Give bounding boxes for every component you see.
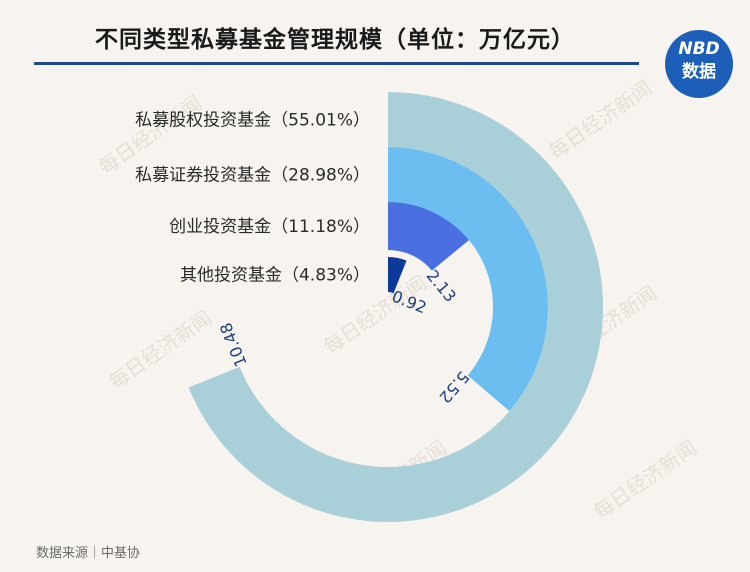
value-label-1: 10.48 xyxy=(216,320,251,370)
watermark-text: 每日经济新闻 xyxy=(589,436,701,524)
nbd-logo: NBD 数据 xyxy=(665,30,733,98)
data-source: 数据来源｜中基协 xyxy=(36,546,141,561)
watermark-text: 每日经济新闻 xyxy=(104,306,216,394)
watermark-text: 每日经济新闻 xyxy=(544,76,656,164)
chart-title: 不同类型私募基金管理规模（单位：万亿元） xyxy=(95,27,575,53)
category-label-2: 私募证券投资基金（28.98%） xyxy=(135,166,370,186)
title-divider xyxy=(34,62,639,65)
radial-bar-3 xyxy=(388,202,469,271)
radial-bar-4 xyxy=(388,257,407,294)
logo-line-1: NBD xyxy=(678,39,720,59)
category-label-4: 其他投资基金（4.83%） xyxy=(180,266,370,286)
logo-line-2: 数据 xyxy=(682,62,716,82)
category-label-3: 创业投资基金（11.18%） xyxy=(169,217,370,237)
category-label-1: 私募股权投资基金（55.01%） xyxy=(135,111,370,131)
radial-bar-2 xyxy=(388,147,548,412)
value-label-2: 5.52 xyxy=(435,368,473,407)
bars-layer xyxy=(188,92,604,523)
